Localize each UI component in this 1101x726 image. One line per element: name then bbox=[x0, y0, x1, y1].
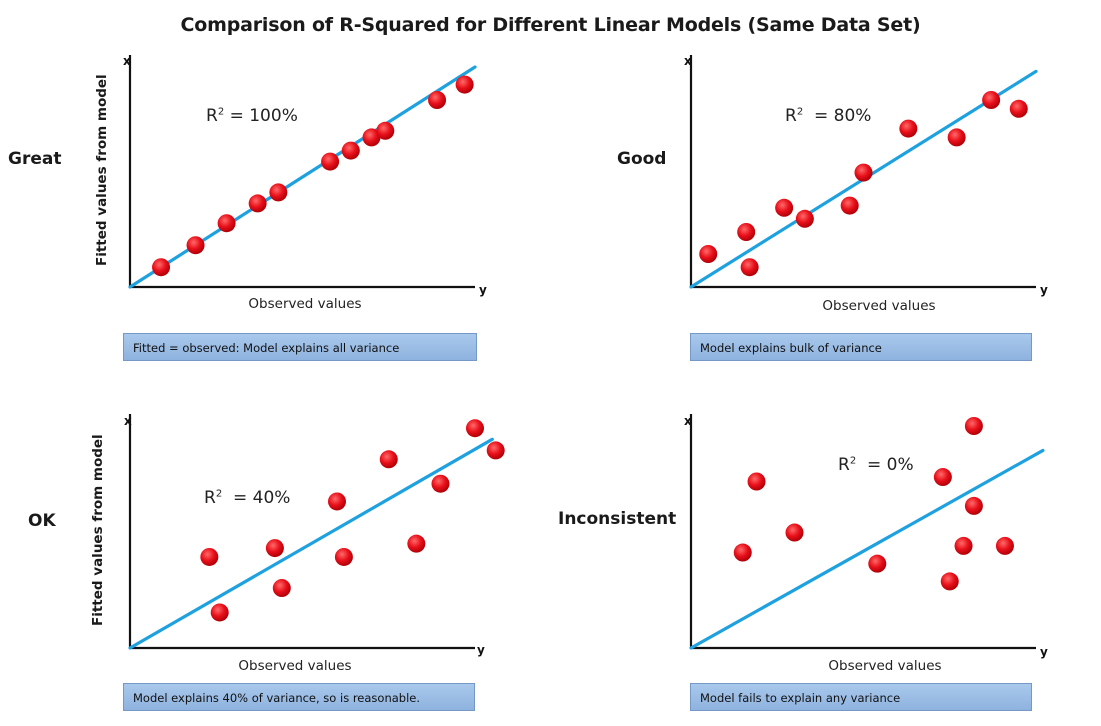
data-point bbox=[321, 152, 340, 171]
data-point bbox=[376, 121, 395, 140]
data-point bbox=[362, 128, 381, 147]
data-point bbox=[341, 141, 360, 160]
caption-box: Model explains bulk of variance bbox=[690, 333, 1032, 361]
data-point bbox=[940, 572, 959, 591]
data-point bbox=[428, 91, 447, 109]
regression-line bbox=[128, 65, 477, 289]
rating-label-good: Good bbox=[617, 149, 667, 169]
data-point bbox=[733, 543, 752, 562]
data-point bbox=[740, 258, 759, 277]
y-axis-letter: x bbox=[123, 54, 131, 68]
data-point bbox=[785, 523, 804, 542]
r-squared-annotation: R2 = 80% bbox=[785, 106, 872, 126]
data-point bbox=[152, 258, 171, 277]
r-squared-annotation: R2 = 100% bbox=[206, 106, 298, 126]
data-point bbox=[747, 472, 766, 491]
data-point bbox=[854, 163, 873, 182]
y-axis-letter: x bbox=[684, 414, 692, 428]
data-point bbox=[840, 196, 859, 215]
data-point bbox=[210, 603, 229, 622]
data-point bbox=[868, 554, 887, 573]
data-point bbox=[964, 417, 983, 435]
y-axis-letter: x bbox=[124, 414, 132, 428]
data-point bbox=[269, 183, 288, 202]
data-point bbox=[265, 539, 284, 558]
data-point bbox=[334, 547, 353, 566]
data-point bbox=[899, 119, 918, 138]
rating-label-inconsistent: Inconsistent bbox=[558, 509, 677, 529]
rating-label-ok: OK bbox=[28, 511, 56, 531]
data-point bbox=[379, 450, 398, 469]
data-point bbox=[933, 468, 952, 487]
x-axis-label: Observed values bbox=[248, 296, 362, 312]
data-point bbox=[775, 198, 794, 217]
data-point bbox=[328, 492, 346, 511]
data-point bbox=[407, 534, 426, 553]
data-point bbox=[272, 579, 291, 598]
data-point bbox=[964, 496, 983, 515]
r-squared-annotation: R2 = 0% bbox=[838, 455, 914, 475]
data-point bbox=[995, 536, 1014, 555]
data-point bbox=[947, 128, 966, 147]
y-axis-letter: x bbox=[684, 54, 692, 68]
x-axis-letter: y bbox=[1040, 283, 1048, 297]
regression-line bbox=[689, 448, 1045, 650]
x-axis-letter: y bbox=[479, 283, 487, 297]
caption-box: Model explains 40% of variance, so is re… bbox=[123, 683, 475, 711]
data-point bbox=[455, 75, 474, 94]
rating-label-great: Great bbox=[8, 149, 62, 169]
data-point bbox=[200, 547, 219, 566]
r-squared-annotation: R2 = 40% bbox=[204, 488, 291, 508]
figure-title: Comparison of R-Squared for Different Li… bbox=[180, 14, 921, 36]
data-point bbox=[431, 474, 450, 493]
x-axis-label: Observed values bbox=[822, 298, 936, 314]
data-point bbox=[466, 419, 484, 438]
caption-box: Fitted = observed: Model explains all va… bbox=[123, 333, 477, 361]
data-point bbox=[954, 536, 973, 555]
data-point bbox=[699, 245, 718, 263]
data-point bbox=[486, 441, 505, 460]
data-point bbox=[795, 209, 814, 228]
x-axis-letter: y bbox=[1040, 645, 1048, 659]
regression-line bbox=[128, 437, 494, 650]
data-point bbox=[217, 214, 236, 233]
data-point bbox=[982, 91, 1001, 109]
data-point bbox=[737, 223, 756, 241]
caption-box: Model fails to explain any variance bbox=[690, 683, 1032, 711]
data-point bbox=[1009, 99, 1028, 118]
data-point bbox=[248, 194, 267, 213]
data-point bbox=[186, 236, 205, 255]
x-axis-label: Observed values bbox=[828, 658, 942, 674]
x-axis-label: Observed values bbox=[238, 658, 352, 674]
x-axis-letter: y bbox=[477, 643, 485, 657]
